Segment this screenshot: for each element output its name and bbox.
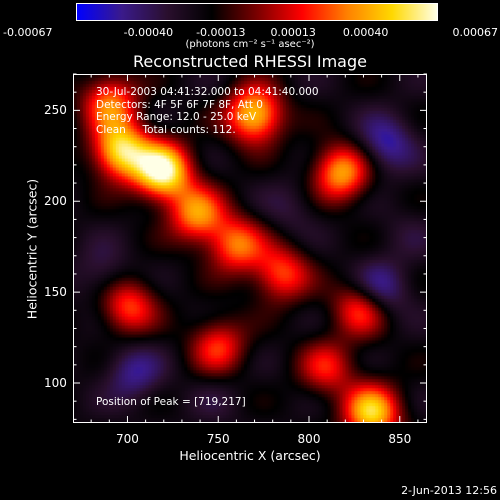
colorbar-tick-label: 0.00067 (452, 26, 499, 39)
y-tick-label: 150 (44, 285, 67, 300)
annotation-time-range: 30-Jul-2003 04:41:32.000 to 04:41:40.000 (96, 86, 319, 98)
colorbar-tick-label: -0.00040 (123, 26, 174, 39)
colorbar-tick-label: -0.00013 (196, 26, 246, 39)
x-axis-label: Heliocentric X (arcsec) (179, 448, 321, 463)
y-tick-label: 100 (44, 376, 67, 390)
x-tick-label: 700 (116, 432, 139, 446)
colorbar (76, 3, 438, 21)
y-tick-label: 200 (44, 194, 67, 209)
annotation-peak-position: Position of Peak = [719,217] (96, 396, 246, 408)
colorbar-tick-label: 0.00040 (342, 26, 389, 39)
annotation-clean-counts: Clean Total counts: 112. (96, 123, 236, 136)
plot-area: 30-Jul-2003 04:41:32.000 to 04:41:40.000… (73, 74, 427, 423)
y-tick-label: 250 (44, 103, 67, 118)
annotation-detectors: Detectors: 4F 5F 6F 7F 8F, Att 0 (96, 98, 263, 111)
date-stamp: 2-Jun-2013 12:56 (401, 484, 497, 497)
colorbar-tick-label: -0.00067 (3, 26, 53, 39)
colorbar-tick-label: 0.00013 (270, 26, 316, 39)
x-tick-label: 750 (206, 432, 230, 446)
y-axis-label: Heliocentric Y (arcsec) (24, 178, 40, 320)
colorbar-unit-label: (photons cm⁻² s⁻¹ asec⁻²) (185, 39, 315, 50)
x-tick-label: 800 (297, 432, 321, 446)
annotation-energy-range: Energy Range: 12.0 - 25.0 keV (96, 111, 257, 123)
heatmap-image (74, 75, 426, 422)
x-tick-label: 850 (388, 432, 412, 446)
chart-title: Reconstructed RHESSI Image (133, 52, 367, 71)
